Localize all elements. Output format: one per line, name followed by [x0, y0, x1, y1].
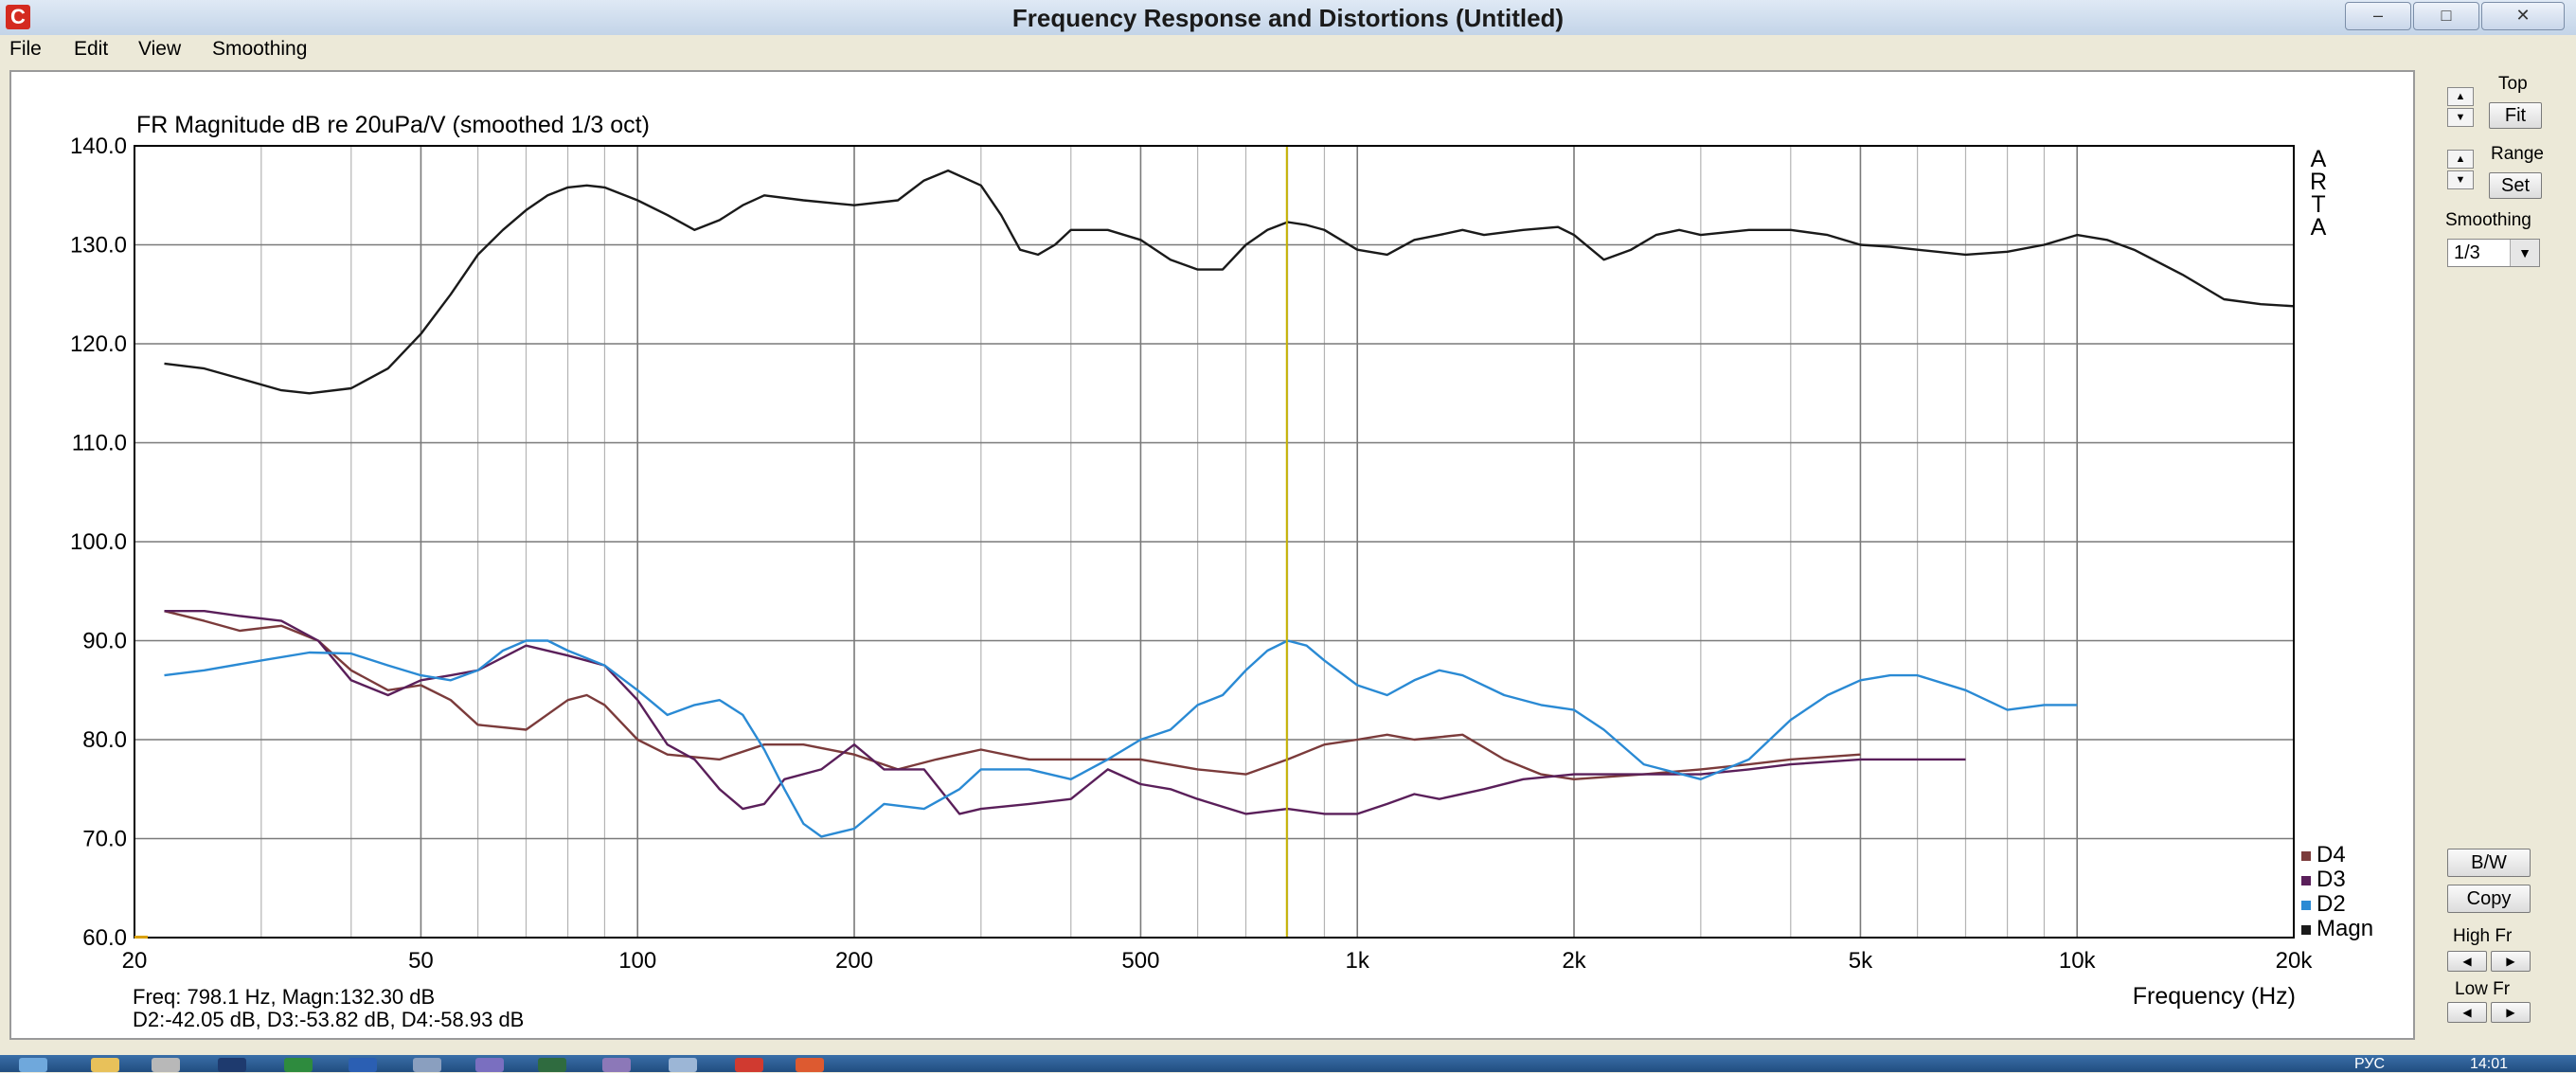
x-axis-label: Frequency (Hz) — [2133, 983, 2296, 1010]
browser-icon[interactable] — [796, 1058, 824, 1072]
x-tick-label: 5k — [1849, 948, 1873, 974]
excel-icon[interactable] — [284, 1058, 313, 1072]
y-tick-label: 100.0 — [70, 529, 127, 555]
legend-label-d3: D3 — [2317, 867, 2346, 892]
legend-swatch-magn — [2301, 925, 2311, 935]
photoshop-icon[interactable] — [218, 1058, 246, 1072]
clock: 14:01 — [2470, 1056, 2509, 1072]
app-icon: C — [6, 5, 30, 29]
x-tick-label: 20k — [2276, 948, 2314, 974]
legend-label-magn: Magn — [2317, 916, 2373, 941]
y-tick-label: 70.0 — [82, 827, 127, 852]
y-tick-label: 110.0 — [72, 431, 127, 456]
grid — [134, 145, 2295, 939]
chart-title: FR Magnitude dB re 20uPa/V (smoothed 1/3… — [136, 112, 650, 138]
low-fr-label: Low Fr — [2455, 979, 2511, 999]
smoothing-label: Smoothing — [2445, 210, 2531, 230]
high-fr-right-button[interactable]: ▶ — [2491, 951, 2531, 972]
chevron-down-icon[interactable]: ▼ — [2510, 240, 2539, 266]
top-down-spinner[interactable]: ▼ — [2447, 108, 2474, 127]
range-label: Range — [2491, 144, 2544, 164]
legend-swatch-d4 — [2301, 851, 2311, 861]
series-layer — [164, 169, 2295, 838]
fit-button[interactable]: Fit — [2489, 102, 2542, 129]
x-tick-label: 1k — [1346, 948, 1370, 974]
baseline-marker — [134, 936, 148, 939]
cursor-readout-line-1: Freq: 798.1 Hz, Magn:132.30 dB — [133, 985, 435, 1009]
close-button[interactable]: ✕ — [2481, 2, 2565, 30]
app-icon-8[interactable] — [538, 1058, 566, 1072]
x-tick-label: 500 — [1121, 948, 1159, 974]
bw-button[interactable]: B/W — [2447, 849, 2531, 877]
watermark-letter: R — [2310, 169, 2327, 195]
legend-label-d4: D4 — [2317, 842, 2346, 867]
cursor-readout-line-2: D2:-42.05 dB, D3:-53.82 dB, D4:-58.93 dB — [133, 1008, 524, 1031]
high-fr-left-button[interactable]: ◀ — [2447, 951, 2487, 972]
menu-edit[interactable]: Edit — [74, 38, 109, 60]
set-button[interactable]: Set — [2489, 172, 2542, 199]
app-icon-10[interactable] — [669, 1058, 697, 1072]
copy-button[interactable]: Copy — [2447, 885, 2531, 913]
series-line-d4 — [164, 610, 1861, 780]
watermark-letter: A — [2311, 146, 2327, 172]
chart-panel: 60.0 70.0 80.0 90.0 100.0 110.0 120.0 130.0 140.… — [9, 70, 2415, 1040]
frequency-response-chart[interactable]: 60.0 70.0 80.0 90.0 100.0 110.0 120.0 130.0 140.… — [11, 72, 2413, 1038]
menu-file[interactable]: File — [9, 38, 42, 60]
word-icon[interactable] — [349, 1058, 377, 1072]
window-title: Frequency Response and Distortions (Unti… — [1011, 4, 1565, 32]
start-icon[interactable] — [19, 1058, 47, 1072]
low-fr-right-button[interactable]: ▶ — [2491, 1002, 2531, 1023]
x-tick-label: 20 — [122, 948, 148, 974]
legend-label-d2: D2 — [2317, 891, 2346, 917]
legend-swatch-d2 — [2301, 901, 2311, 910]
printer-icon[interactable] — [152, 1058, 180, 1072]
smoothing-value: 1/3 — [2454, 242, 2480, 263]
legend-swatch-d3 — [2301, 876, 2311, 885]
y-tick-label: 80.0 — [82, 727, 127, 753]
plot-border — [134, 145, 2295, 939]
range-up-spinner[interactable]: ▲ — [2447, 150, 2474, 169]
watermark-letter: A — [2311, 214, 2327, 241]
minimize-button[interactable]: – — [2345, 2, 2411, 30]
x-tick-label: 10k — [2059, 948, 2097, 974]
range-down-spinner[interactable]: ▼ — [2447, 170, 2474, 189]
window-controls: – □ ✕ — [2345, 2, 2565, 30]
y-tick-label: 130.0 — [70, 233, 127, 259]
app-icon-9[interactable] — [602, 1058, 631, 1072]
maximize-button[interactable]: □ — [2413, 2, 2479, 30]
app-icon-6[interactable] — [413, 1058, 441, 1072]
taskbar: РУС 14:01 — [0, 1055, 2576, 1072]
x-tick-label: 100 — [618, 948, 656, 974]
series-line-d3 — [164, 610, 1966, 815]
high-fr-label: High Fr — [2453, 926, 2513, 946]
y-tick-label: 90.0 — [82, 629, 127, 654]
top-up-spinner[interactable]: ▲ — [2447, 87, 2474, 106]
watermark-letter: T — [2311, 191, 2325, 218]
y-axis-ticks: 60.0 70.0 80.0 90.0 100.0 110.0 120.0 130.0 140.… — [70, 134, 127, 951]
app-icon-7[interactable] — [475, 1058, 504, 1072]
top-label: Top — [2498, 74, 2528, 94]
y-tick-label: 60.0 — [82, 925, 127, 951]
x-tick-label: 50 — [408, 948, 434, 974]
y-tick-label: 140.0 — [70, 134, 127, 159]
x-axis-ticks: 20 50 100 200 500 1k 2k 5k 10k 20k — [122, 948, 2314, 974]
arta-taskbar-icon[interactable] — [735, 1058, 763, 1072]
menu-smoothing[interactable]: Smoothing — [212, 38, 308, 60]
low-fr-left-button[interactable]: ◀ — [2447, 1002, 2487, 1023]
menu-view[interactable]: View — [138, 38, 182, 60]
series-line-magn — [164, 169, 2295, 395]
y-tick-label: 120.0 — [70, 331, 127, 357]
title-bar: C Frequency Response and Distortions (Un… — [0, 0, 2576, 36]
x-tick-label: 200 — [835, 948, 873, 974]
menu-bar: File Edit View Smoothing — [0, 35, 2576, 64]
smoothing-select[interactable]: 1/3 ▼ — [2447, 239, 2540, 267]
series-line-d2 — [164, 639, 2078, 838]
language-indicator[interactable]: РУС — [2354, 1056, 2386, 1072]
explorer-icon[interactable] — [91, 1058, 119, 1072]
x-tick-label: 2k — [1562, 948, 1586, 974]
